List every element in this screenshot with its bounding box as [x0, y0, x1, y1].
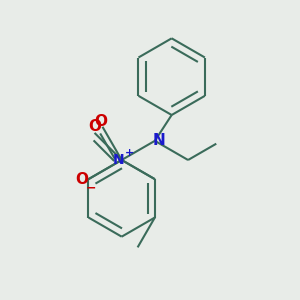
Text: O: O [88, 119, 101, 134]
Text: N: N [113, 153, 125, 167]
Text: O: O [94, 114, 107, 129]
Text: N: N [152, 133, 165, 148]
Text: +: + [125, 148, 135, 158]
Text: −: − [86, 182, 96, 195]
Text: O: O [75, 172, 88, 187]
